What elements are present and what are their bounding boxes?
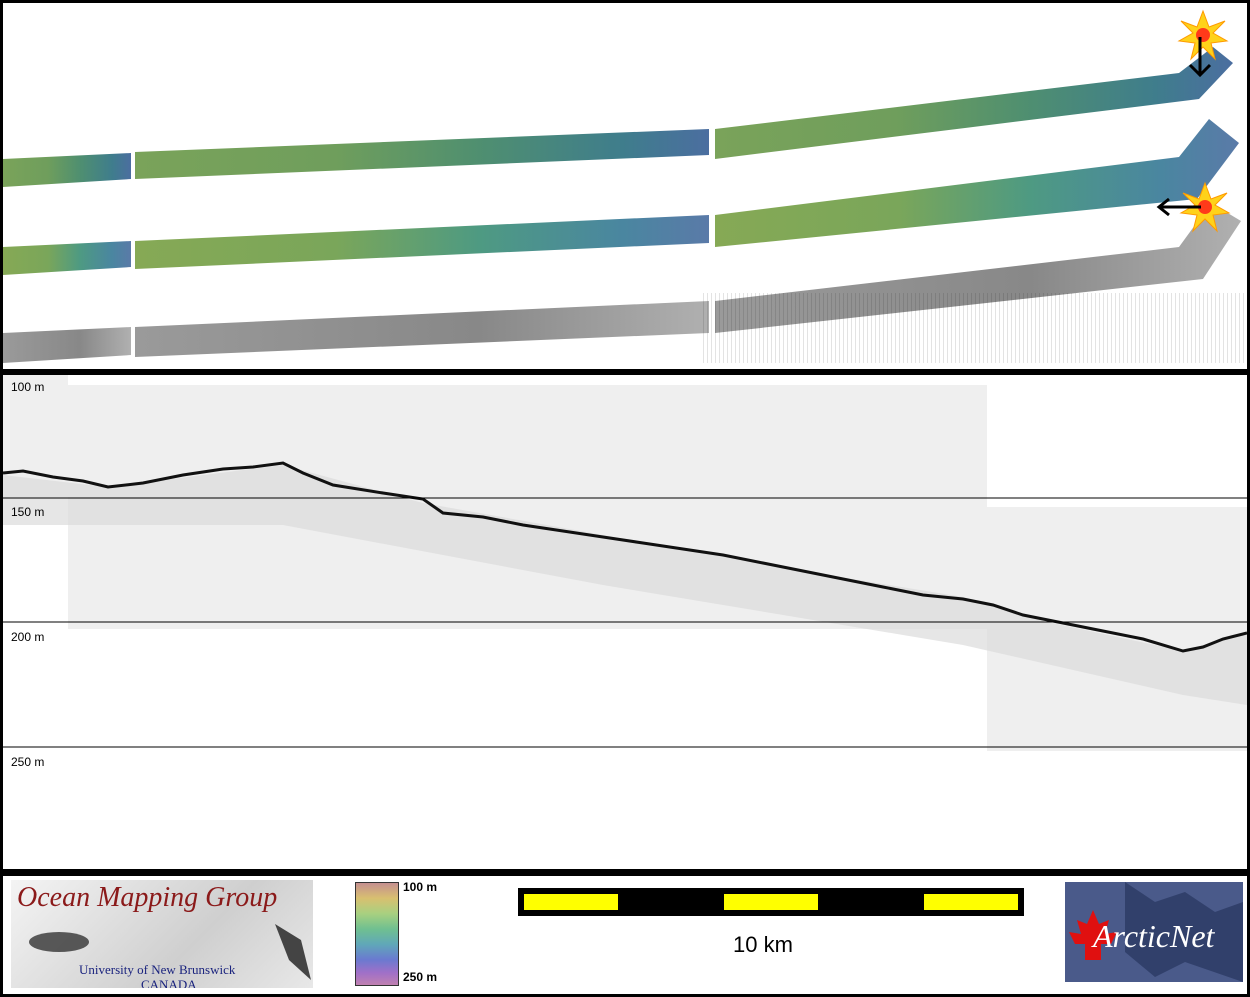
- arrow-down-icon: [1188, 37, 1212, 78]
- swath-band-middle: [135, 215, 709, 269]
- burst-icon: [1179, 181, 1231, 233]
- depth-label-150: 150 m: [11, 505, 45, 519]
- colorbar-top-label: 100 m: [403, 880, 438, 894]
- depth-label-100: 100 m: [11, 380, 45, 394]
- swath-band-backscatter: [3, 327, 131, 363]
- swath-panel: [3, 3, 1247, 369]
- swath-band-backscatter: [135, 301, 709, 357]
- depth-profile-panel: 100 m 150 m 200 m 250 m: [3, 375, 1247, 869]
- swath-band-top: [3, 153, 131, 187]
- swath-map: [3, 9, 1247, 363]
- swath-band-middle: [715, 119, 1239, 247]
- omg-logo-university: University of New Brunswick: [79, 962, 236, 977]
- omg-logo-title: Ocean Mapping Group: [17, 882, 278, 913]
- scale-bar: [518, 888, 1024, 916]
- swath-band-middle: [3, 241, 131, 275]
- seabed-trace: [3, 461, 1247, 653]
- scale-bar-label: 10 km: [733, 932, 793, 957]
- omg-logo-country: CANADA: [141, 977, 197, 988]
- depth-colorbar: [355, 882, 399, 986]
- ocean-mapping-group-logo: Ocean Mapping Group University of New Br…: [11, 880, 313, 988]
- arcticnet-logo: ArcticNet: [1065, 882, 1243, 982]
- arrow-left-icon: [1156, 197, 1201, 217]
- arcticnet-map-art: [1069, 882, 1243, 982]
- swath-band-top: [135, 129, 709, 179]
- depth-profile: [3, 375, 1247, 751]
- omg-seafloor-art: [29, 924, 311, 980]
- depth-label-250: 250 m: [11, 755, 45, 769]
- swath-band-top: [715, 47, 1233, 159]
- maple-leaf-icon: [1069, 910, 1117, 960]
- colorbar-bottom-label: 250 m: [403, 970, 438, 984]
- footer-panel: Ocean Mapping Group University of New Br…: [3, 876, 1247, 994]
- depth-label-200: 200 m: [11, 630, 45, 644]
- arcticnet-logo-name: ArcticNet: [1093, 918, 1215, 954]
